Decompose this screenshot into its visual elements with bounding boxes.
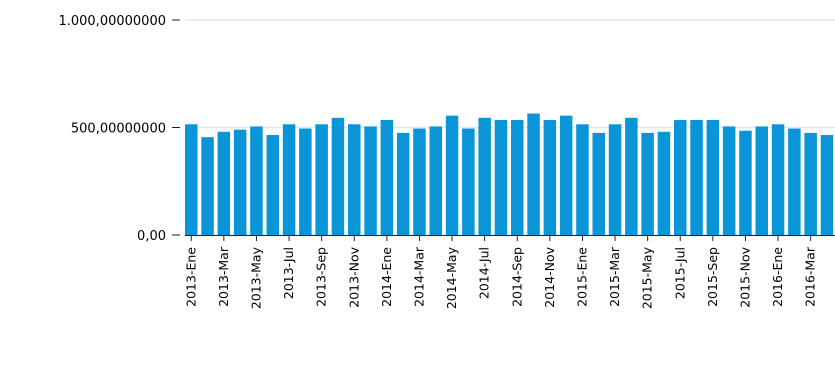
x-tick-label: 2013-May (248, 246, 263, 309)
bar-2013-May (250, 126, 263, 235)
x-tick-label: 2014-Jul (477, 247, 492, 299)
bar-2014-Mar (413, 128, 426, 235)
x-tick-label: 2013-Ene (183, 247, 198, 307)
y-axis: 0,00 500,00000000 1.000,00000000 (58, 14, 180, 244)
x-tick-label: 2015-Mar (607, 246, 622, 307)
bar-2014-Ene (380, 119, 394, 235)
x-tick-label: 2014-Mar (411, 246, 426, 307)
x-tick-label: 2013-Jul (281, 247, 296, 299)
bar-2014-Nov (543, 119, 557, 235)
x-tick-label: 2014-Sep (509, 247, 524, 307)
x-tick-label: 2016-Mar (803, 246, 818, 307)
x-tick-label: 2014-May (444, 246, 459, 309)
bar-2015-Dic (755, 126, 768, 235)
bar-2013-Dic (364, 126, 377, 235)
grid-lines (185, 19, 835, 129)
bar-2015-Mar (608, 124, 622, 235)
bar-2013-Nov (348, 124, 361, 235)
x-tick-label: 2015-Nov (737, 246, 752, 307)
bar-2015-Nov (739, 130, 752, 235)
bar-2015-Ago (690, 119, 703, 235)
bar-2016-Feb (788, 128, 801, 235)
y-tick-label: 500,00000000 (71, 122, 166, 137)
x-tick-label: 2013-Nov (346, 246, 361, 307)
bar-2015-Jun (657, 131, 671, 235)
bar-2013-Feb (201, 137, 214, 235)
bar-2014-Dic (559, 115, 573, 235)
x-tick-label: 2013-Sep (314, 247, 329, 307)
bar-2013-Jun (266, 135, 279, 235)
x-tick-label: 2013-Mar (216, 246, 231, 307)
x-tick-label: 2014-Nov (542, 246, 557, 307)
bar-2014-Ago (494, 119, 508, 235)
bars (185, 113, 834, 235)
bar-2013-Ene (185, 124, 198, 235)
bar-2014-Sep (511, 119, 524, 235)
bar-2013-Sep (315, 124, 328, 235)
bar-2015-Abr (625, 117, 638, 235)
bar-2014-Feb (396, 132, 410, 235)
bar-2014-Oct (527, 113, 540, 235)
bar-2013-Abr (233, 129, 247, 235)
bar-2014-Jun (462, 128, 475, 235)
bar-2014-Abr (429, 126, 442, 235)
bar-2014-Jul (478, 117, 491, 235)
y-tick-label: 1.000,00000000 (58, 14, 166, 29)
bar-2014-May (445, 115, 459, 235)
bar-2015-Feb (592, 132, 605, 235)
bar-2016-Ene (771, 124, 785, 235)
bar-2016-Mar (804, 132, 817, 235)
bar-2015-Oct (722, 126, 736, 235)
bar-2013-Mar (217, 131, 231, 235)
bar-2013-Oct (331, 117, 345, 235)
x-tick-label: 2015-Jul (672, 247, 687, 299)
bar-2015-Jul (674, 119, 687, 235)
x-tick-label: 2016-Ene (770, 247, 785, 307)
bar-2013-Ago (299, 128, 312, 235)
bar-2013-Jul (282, 124, 296, 235)
bar-2015-Ene (576, 124, 589, 235)
x-tick-label: 2015-Ene (574, 247, 589, 307)
x-tick-label: 2015-May (640, 246, 655, 309)
x-tick-label: 2015-Sep (705, 247, 720, 307)
bar-2015-Sep (706, 119, 720, 235)
x-axis: 2013-Ene 2013-Mar 2013-May 2013-Jul 2013-Sep… (183, 235, 835, 309)
y-tick-label: 0,00 (137, 229, 166, 244)
bar-2016-Abr (820, 135, 834, 235)
bar-2015-May (641, 132, 654, 235)
x-tick-label: 2014-Ene (379, 247, 394, 307)
